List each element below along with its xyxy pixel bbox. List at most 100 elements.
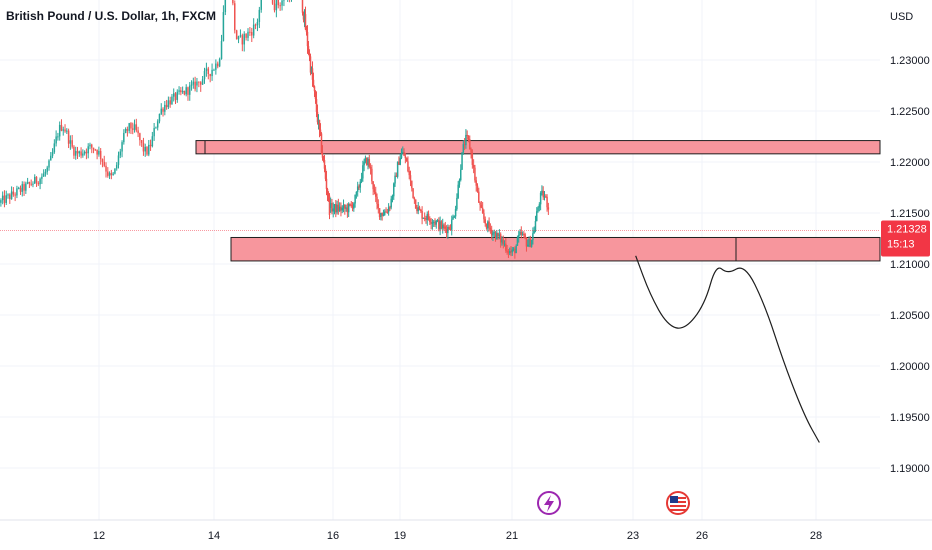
candle-body: [316, 111, 319, 123]
us-flag-icon[interactable]: [666, 491, 690, 515]
candle-body: [5, 195, 7, 203]
time-axis[interactable]: 12 14 16 19 21 23 26 28: [0, 519, 932, 542]
candle-body: [400, 153, 403, 159]
candle-body: [403, 151, 405, 156]
candle-body: [435, 221, 438, 225]
candle-body: [162, 108, 164, 112]
candle-body: [399, 158, 401, 165]
candle-body: [514, 248, 516, 254]
candle-body: [505, 243, 507, 251]
candle-body: [178, 90, 180, 92]
candle-body: [377, 203, 380, 209]
bar-countdown: 15:13: [887, 239, 915, 251]
candle-body: [94, 149, 97, 151]
candle-body: [539, 192, 542, 205]
candle-body: [439, 221, 441, 230]
candle-body: [1, 195, 4, 201]
candle-body: [536, 211, 538, 222]
last-price-tag: 1.21328 15:13: [881, 220, 930, 257]
candle-body: [371, 168, 373, 182]
x-tick-label: 26: [696, 530, 708, 542]
candle-body: [87, 146, 89, 154]
candle-body: [494, 232, 497, 240]
candle-body: [158, 113, 161, 122]
candle-body: [411, 180, 413, 189]
candle-body: [456, 197, 458, 210]
candle-body: [9, 194, 11, 200]
candle-body: [524, 234, 526, 239]
candle-body: [151, 136, 154, 147]
candle-body: [452, 216, 454, 220]
candle-body: [110, 173, 113, 175]
candle-body: [487, 221, 489, 229]
candle-body: [521, 233, 524, 235]
candle-body: [420, 209, 422, 212]
candle-body: [389, 207, 391, 209]
candle-body: [107, 171, 109, 176]
candle-body: [69, 140, 72, 144]
candle-body: [349, 203, 351, 205]
candle-body: [211, 69, 213, 77]
candle-body: [26, 182, 29, 184]
candle-body: [48, 160, 50, 168]
candle-body: [395, 175, 398, 177]
price-axis[interactable]: 1.19000 1.19500 1.20000 1.20500 1.21000 1.215…: [890, 55, 930, 475]
candle-body: [497, 232, 499, 237]
candle-body: [533, 230, 535, 234]
candle-body: [444, 226, 447, 229]
x-tick-label: 16: [327, 530, 339, 542]
candle-body: [472, 164, 475, 168]
projected-path[interactable]: [635, 255, 820, 443]
candle-body: [408, 171, 410, 176]
candle-body: [137, 130, 139, 134]
candle-body: [313, 86, 316, 92]
candle-body: [507, 251, 510, 254]
candle-body: [71, 140, 73, 147]
y-tick-label: 1.22500: [890, 106, 930, 118]
candle-body: [271, 0, 274, 4]
candle-body: [380, 212, 382, 218]
upper-resistance-zone[interactable]: [195, 140, 881, 155]
candle-body: [303, 14, 306, 20]
candle-body: [502, 239, 505, 244]
candle-body: [449, 229, 452, 231]
candle-body: [91, 144, 93, 148]
candle-body: [409, 175, 412, 181]
candle-body: [342, 204, 345, 208]
zones[interactable]: [195, 140, 881, 262]
candle-body: [369, 166, 372, 169]
candle-body: [108, 173, 111, 176]
candle-body: [405, 158, 408, 162]
candle-body: [407, 161, 409, 172]
candle-body: [489, 227, 492, 230]
candle-body: [457, 184, 459, 198]
candle-body: [332, 208, 334, 212]
candle-body: [532, 233, 534, 241]
candle-body: [277, 0, 280, 6]
candle-body: [314, 91, 317, 100]
candle-body: [412, 188, 414, 198]
candle-body: [57, 136, 59, 138]
candle-body: [213, 69, 215, 71]
candle-body: [386, 211, 389, 213]
candle-body: [234, 3, 236, 31]
candle-body: [25, 183, 27, 191]
candle-body: [481, 207, 484, 214]
candle-body: [7, 194, 9, 196]
candle-body: [172, 93, 175, 97]
candle-body: [218, 58, 221, 67]
candle-body: [321, 152, 324, 158]
candle-body: [528, 239, 530, 245]
candle-body: [19, 187, 22, 192]
candle-body: [547, 207, 550, 210]
lower-support-zone[interactable]: [230, 236, 881, 262]
y-tick-label: 1.21000: [890, 259, 930, 271]
candle-body: [67, 130, 70, 144]
candle-body: [133, 124, 136, 130]
candle-body: [470, 149, 472, 153]
candle-body: [83, 151, 86, 154]
candle-body: [485, 223, 488, 229]
candle-body: [353, 203, 355, 209]
lightning-bolt-icon[interactable]: [537, 491, 561, 515]
